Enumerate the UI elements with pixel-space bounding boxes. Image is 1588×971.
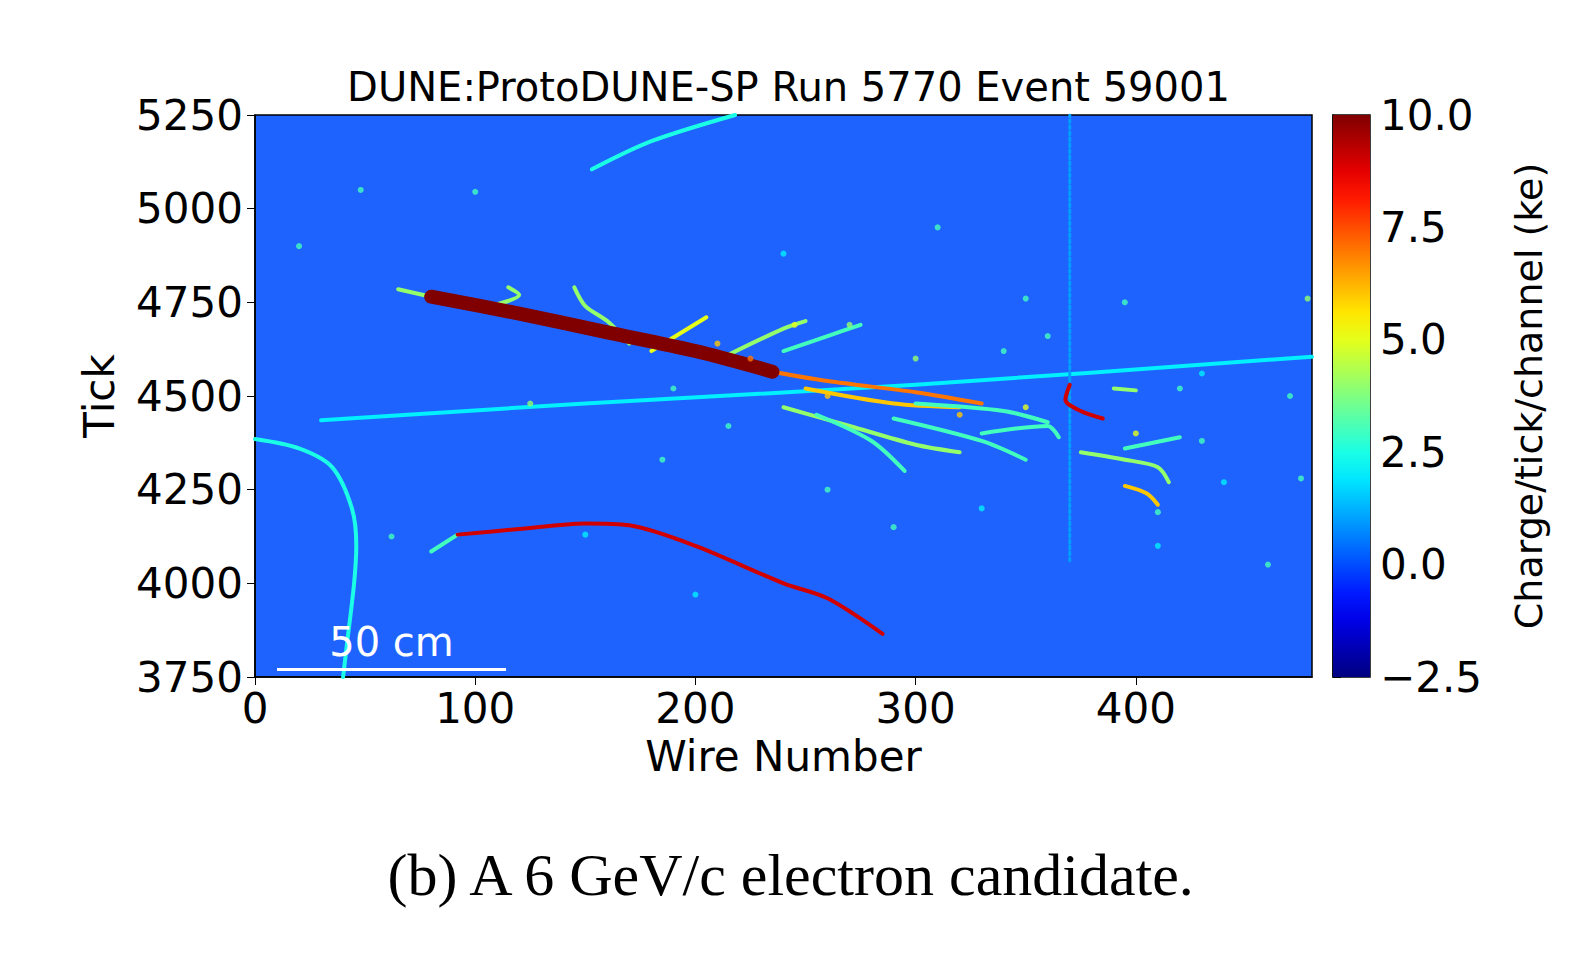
svg-text:4000: 4000 xyxy=(136,559,243,608)
svg-text:Charge/tick/channel (ke): Charge/tick/channel (ke) xyxy=(1507,163,1551,629)
svg-text:7.5: 7.5 xyxy=(1380,203,1447,252)
svg-text:300: 300 xyxy=(876,684,956,733)
svg-text:5250: 5250 xyxy=(136,91,243,140)
svg-text:50 cm: 50 cm xyxy=(329,619,454,665)
svg-text:10.0: 10.0 xyxy=(1380,91,1474,140)
svg-text:0.0: 0.0 xyxy=(1380,540,1447,589)
svg-text:5000: 5000 xyxy=(136,184,243,233)
svg-text:4500: 4500 xyxy=(136,372,243,421)
svg-text:3750: 3750 xyxy=(136,653,243,702)
svg-text:Tick: Tick xyxy=(75,354,124,439)
svg-text:DUNE:ProtoDUNE-SP Run 5770 Eve: DUNE:ProtoDUNE-SP Run 5770 Event 59001 xyxy=(347,64,1230,110)
svg-text:200: 200 xyxy=(655,684,735,733)
svg-text:4750: 4750 xyxy=(136,278,243,327)
svg-text:5.0: 5.0 xyxy=(1380,315,1447,364)
svg-text:0: 0 xyxy=(242,684,269,733)
svg-text:Wire Number: Wire Number xyxy=(645,732,922,781)
svg-text:400: 400 xyxy=(1096,684,1176,733)
svg-text:4250: 4250 xyxy=(136,465,243,514)
svg-text:(b) A 6 GeV/c electron candida: (b) A 6 GeV/c electron candidate. xyxy=(388,842,1194,908)
svg-text:2.5: 2.5 xyxy=(1380,428,1447,477)
svg-text:100: 100 xyxy=(435,684,515,733)
svg-text:−2.5: −2.5 xyxy=(1380,653,1482,702)
